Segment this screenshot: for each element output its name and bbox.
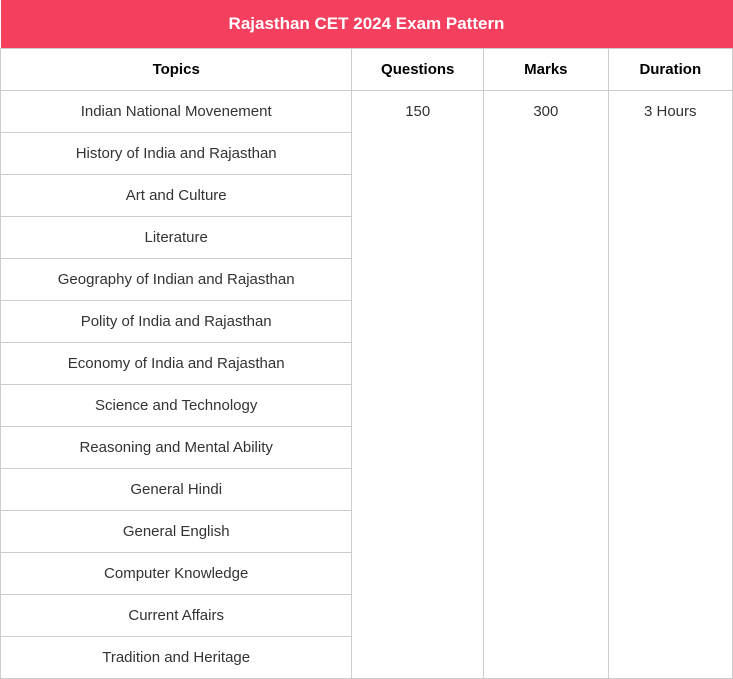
title-row: Rajasthan CET 2024 Exam Pattern <box>1 0 733 49</box>
topic-cell: Economy of India and Rajasthan <box>1 343 352 385</box>
header-marks: Marks <box>484 49 608 91</box>
table-row: Indian National Movenement1503003 Hours <box>1 91 733 133</box>
topic-cell: Current Affairs <box>1 595 352 637</box>
topic-cell: Polity of India and Rajasthan <box>1 301 352 343</box>
topic-cell: Tradition and Heritage <box>1 637 352 679</box>
topic-cell: Indian National Movenement <box>1 91 352 133</box>
header-row: Topics Questions Marks Duration <box>1 49 733 91</box>
questions-cell: 150 <box>352 91 484 679</box>
topic-cell: Computer Knowledge <box>1 553 352 595</box>
topic-cell: General English <box>1 511 352 553</box>
topic-cell: Art and Culture <box>1 175 352 217</box>
header-questions: Questions <box>352 49 484 91</box>
topic-cell: Reasoning and Mental Ability <box>1 427 352 469</box>
table-body: Indian National Movenement1503003 HoursH… <box>1 91 733 679</box>
topic-cell: General Hindi <box>1 469 352 511</box>
topic-cell: Science and Technology <box>1 385 352 427</box>
header-duration: Duration <box>608 49 732 91</box>
topic-cell: Literature <box>1 217 352 259</box>
topic-cell: Geography of Indian and Rajasthan <box>1 259 352 301</box>
exam-pattern-table: Rajasthan CET 2024 Exam Pattern Topics Q… <box>0 0 733 679</box>
duration-cell: 3 Hours <box>608 91 732 679</box>
table-title: Rajasthan CET 2024 Exam Pattern <box>1 0 733 49</box>
header-topics: Topics <box>1 49 352 91</box>
marks-cell: 300 <box>484 91 608 679</box>
topic-cell: History of India and Rajasthan <box>1 133 352 175</box>
